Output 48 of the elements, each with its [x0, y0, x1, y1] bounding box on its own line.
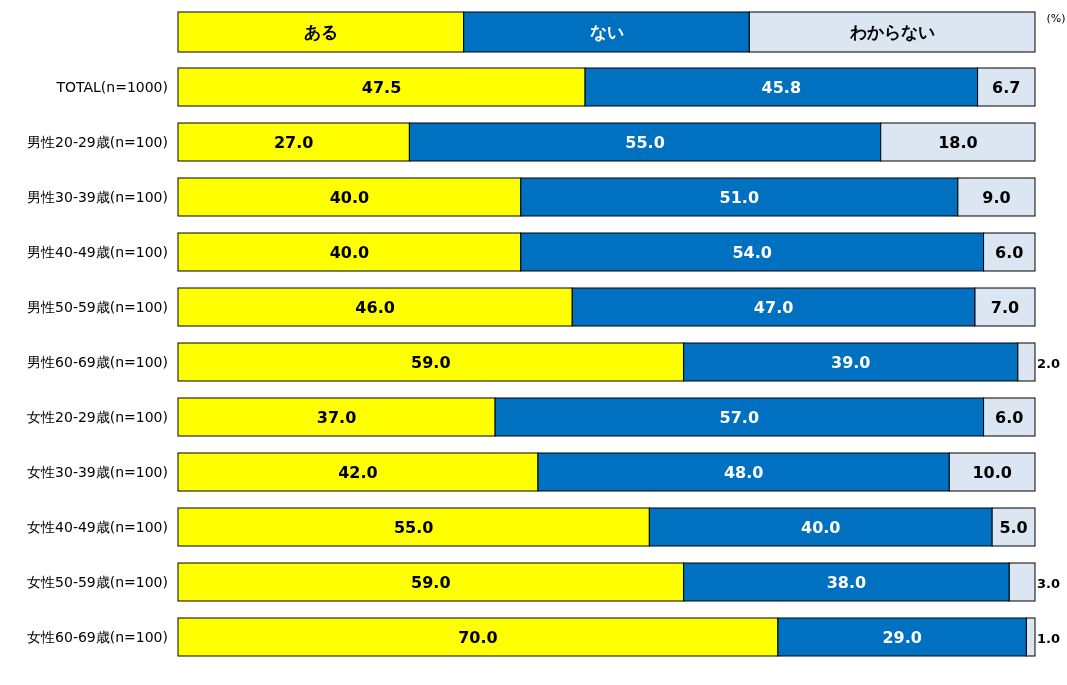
data-label: 59.0: [411, 353, 451, 372]
y-tick-label: 女性30-39歳(n=100): [27, 464, 168, 480]
text: わからない: [848, 22, 935, 42]
data-label: 47.0: [753, 298, 794, 317]
data-label: 48.0: [723, 463, 764, 482]
y-tick-label: 男性60-69歳(n=100): [27, 354, 168, 370]
y-tick-label: 男性20-29歳(n=100): [27, 134, 168, 150]
data-label: 51.0: [719, 188, 760, 207]
data-label: 54.0: [732, 243, 772, 262]
y-tick-label: 女性20-29歳(n=100): [27, 409, 168, 425]
y-tick-label: TOTAL(n=1000): [55, 79, 168, 95]
y-tick-label: 女性60-69歳(n=100): [27, 629, 168, 645]
y-tick-label: 男性50-59歳(n=100): [27, 299, 168, 315]
data-label: 59.0: [411, 573, 451, 592]
series-label: ない: [589, 22, 624, 42]
data-label: 1.0: [1037, 631, 1061, 646]
data-label: 29.0: [882, 628, 922, 647]
y-tick-label: 男性40-49歳(n=100): [27, 244, 168, 260]
data-label: 18.0: [938, 133, 978, 152]
data-label: 3.0: [1037, 576, 1061, 591]
data-label: 45.8: [761, 78, 802, 97]
data-label: 37.0: [316, 408, 357, 427]
data-label: 6.0: [995, 243, 1024, 262]
data-label: 55.0: [625, 133, 665, 152]
data-label: 5.0: [999, 518, 1028, 537]
data-label: 57.0: [719, 408, 760, 427]
data-label: 2.0: [1037, 356, 1061, 371]
y-tick-label: 男性30-39歳(n=100): [27, 189, 168, 205]
data-label: 9.0: [982, 188, 1011, 207]
data-label: 6.7: [992, 78, 1021, 97]
data-label: 10.0: [972, 463, 1012, 482]
data-label: 38.0: [826, 573, 867, 592]
data-label: 6.0: [995, 408, 1024, 427]
data-label: 40.0: [801, 518, 841, 537]
data-label: 39.0: [831, 353, 871, 372]
text: (%): [1046, 12, 1066, 25]
data-label: 40.0: [329, 188, 370, 207]
data-label: 27.0: [273, 133, 314, 152]
data-label: 55.0: [393, 518, 434, 537]
data-label: 47.5: [361, 78, 402, 97]
data-label: 7.0: [990, 298, 1020, 317]
data-label: 46.0: [355, 298, 395, 317]
series-label: ある: [303, 22, 338, 42]
y-tick-label: 女性40-49歳(n=100): [27, 519, 168, 535]
data-label: 70.0: [458, 628, 498, 647]
data-label: 40.0: [329, 243, 370, 262]
y-tick-label: 女性50-59歳(n=100): [27, 574, 168, 590]
data-label: 42.0: [338, 463, 378, 482]
